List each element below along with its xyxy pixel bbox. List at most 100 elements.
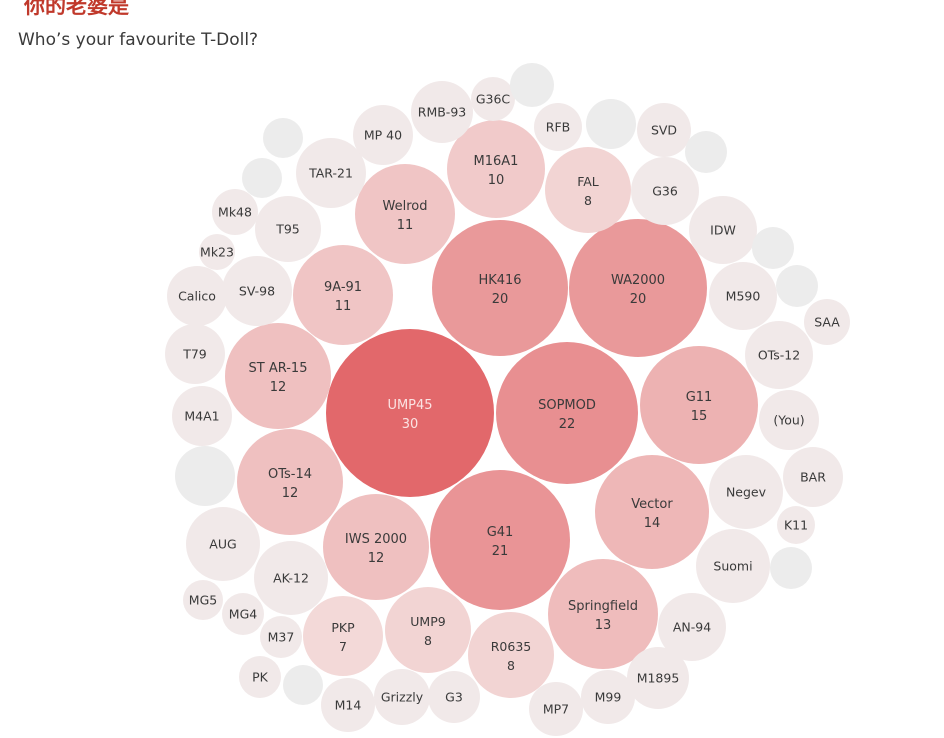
bubble-m99[interactable]: M99 bbox=[581, 670, 635, 724]
bubble-label: M99 bbox=[595, 690, 622, 705]
bubble-iws-2000[interactable]: IWS 2000 12 bbox=[323, 494, 429, 600]
bubble-calico[interactable]: Calico bbox=[167, 266, 227, 326]
bubble-mp-40[interactable]: MP 40 bbox=[353, 105, 413, 165]
bubble-sopmod[interactable]: SOPMOD 22 bbox=[496, 342, 638, 484]
bubble-circle bbox=[212, 189, 258, 235]
bubble-label: OTs-14 bbox=[268, 467, 312, 482]
bubble-bar[interactable]: BAR bbox=[783, 447, 843, 507]
bubble-empty-58[interactable] bbox=[242, 158, 282, 198]
bubble-empty-55[interactable] bbox=[586, 99, 636, 149]
bubble-circle bbox=[411, 81, 473, 143]
bubble-value: 11 bbox=[397, 218, 414, 233]
bubble-sv-98[interactable]: SV-98 bbox=[222, 256, 292, 326]
bubble-circle bbox=[595, 455, 709, 569]
bubble-label: AK-12 bbox=[273, 571, 309, 586]
bubble-g36[interactable]: G36 bbox=[631, 157, 699, 225]
bubble-r0635[interactable]: R0635 8 bbox=[468, 612, 554, 698]
bubble-ots-14[interactable]: OTs-14 12 bbox=[237, 429, 343, 535]
bubble-label: (You) bbox=[773, 413, 804, 428]
bubble-you[interactable]: (You) bbox=[759, 390, 819, 450]
bubble-empty-57[interactable] bbox=[263, 118, 303, 158]
bubble-welrod[interactable]: Welrod 11 bbox=[355, 164, 455, 264]
bubble-st-ar-15[interactable]: ST AR-15 12 bbox=[225, 323, 331, 429]
bubble-value: 7 bbox=[339, 639, 347, 654]
bubble-circle bbox=[237, 429, 343, 535]
bubble-aug[interactable]: AUG bbox=[186, 507, 260, 581]
bubble-svd[interactable]: SVD bbox=[637, 103, 691, 157]
bubble-label: Welrod bbox=[383, 199, 428, 214]
bubble-circle bbox=[428, 671, 480, 723]
bubble-g3[interactable]: G3 bbox=[428, 671, 480, 723]
bubble-t95[interactable]: T95 bbox=[255, 196, 321, 262]
bubble-rmb-93[interactable]: RMB-93 bbox=[411, 81, 473, 143]
bubble-9a-91[interactable]: 9A-91 11 bbox=[293, 245, 393, 345]
bubble-empty-56[interactable] bbox=[685, 131, 727, 173]
bubble-springfield[interactable]: Springfield 13 bbox=[548, 559, 658, 669]
bubble-circle bbox=[545, 147, 631, 233]
bubble-mg5[interactable]: MG5 bbox=[183, 580, 223, 620]
bubble-circle bbox=[183, 580, 223, 620]
bubble-label: RMB-93 bbox=[418, 105, 466, 120]
bubble-vector[interactable]: Vector 14 bbox=[595, 455, 709, 569]
bubble-m4a1[interactable]: M4A1 bbox=[172, 386, 232, 446]
bubble-grizzly[interactable]: Grizzly bbox=[374, 669, 430, 725]
bubble-saa[interactable]: SAA bbox=[804, 299, 850, 345]
bubble-fal[interactable]: FAL 8 bbox=[545, 147, 631, 233]
bubble-label: T79 bbox=[182, 347, 207, 362]
bubble-empty-61[interactable] bbox=[175, 446, 235, 506]
bubble-value: 15 bbox=[691, 409, 708, 424]
bubble-t79[interactable]: T79 bbox=[165, 324, 225, 384]
bubble-rfb[interactable]: RFB bbox=[534, 103, 582, 151]
bubble-ump45[interactable]: UMP45 30 bbox=[326, 329, 494, 497]
bubble-tar-21[interactable]: TAR-21 bbox=[296, 138, 366, 208]
bubble-label: SOPMOD bbox=[538, 398, 596, 413]
bubble-mk48[interactable]: Mk48 bbox=[212, 189, 258, 235]
bubble-empty-63[interactable] bbox=[283, 665, 323, 705]
bubble-circle bbox=[804, 299, 850, 345]
bubble-wa2000[interactable]: WA2000 20 bbox=[569, 219, 707, 357]
bubble-label: MP 40 bbox=[364, 128, 402, 143]
bubble-mk23[interactable]: Mk23 bbox=[199, 234, 235, 270]
bubble-label: Vector bbox=[631, 497, 673, 512]
bubble-circle bbox=[776, 265, 818, 307]
bubble-empty-62[interactable] bbox=[770, 547, 812, 589]
bubble-ots-12[interactable]: OTs-12 bbox=[745, 321, 813, 389]
bubble-empty-60[interactable] bbox=[776, 265, 818, 307]
bubble-ump9[interactable]: UMP9 8 bbox=[385, 587, 471, 673]
bubble-value: 8 bbox=[507, 658, 515, 673]
bubble-circle bbox=[432, 220, 568, 356]
bubble-label: G36 bbox=[652, 184, 678, 199]
bubble-circle bbox=[222, 256, 292, 326]
bubble-mg4[interactable]: MG4 bbox=[222, 593, 264, 635]
bubble-empty-59[interactable] bbox=[752, 227, 794, 269]
bubble-an-94[interactable]: AN-94 bbox=[658, 593, 726, 661]
bubble-label: SVD bbox=[651, 123, 677, 138]
bubble-m14[interactable]: M14 bbox=[321, 678, 375, 732]
bubble-m1895[interactable]: M1895 bbox=[627, 647, 689, 709]
bubble-label: T95 bbox=[275, 222, 300, 237]
bubble-ak-12[interactable]: AK-12 bbox=[254, 541, 328, 615]
bubble-circle bbox=[385, 587, 471, 673]
bubble-circle bbox=[658, 593, 726, 661]
bubble-label: FAL bbox=[577, 174, 599, 189]
bubble-g36c[interactable]: G36C bbox=[471, 77, 515, 121]
bubble-empty-54[interactable] bbox=[510, 63, 554, 107]
bubble-hk416[interactable]: HK416 20 bbox=[432, 220, 568, 356]
bubble-suomi[interactable]: Suomi bbox=[696, 529, 770, 603]
bubble-k11[interactable]: K11 bbox=[777, 506, 815, 544]
bubble-pk[interactable]: PK bbox=[239, 656, 281, 698]
bubble-pkp[interactable]: PKP 7 bbox=[303, 596, 383, 676]
bubble-label: Mk23 bbox=[200, 245, 234, 260]
bubble-mp7[interactable]: MP7 bbox=[529, 682, 583, 736]
bubble-m590[interactable]: M590 bbox=[709, 262, 777, 330]
bubble-idw[interactable]: IDW bbox=[689, 196, 757, 264]
bubble-m37[interactable]: M37 bbox=[260, 616, 302, 658]
bubble-m16a1[interactable]: M16A1 10 bbox=[447, 120, 545, 218]
bubble-negev[interactable]: Negev bbox=[709, 455, 783, 529]
bubble-label: Suomi bbox=[713, 559, 752, 574]
bubble-value: 21 bbox=[492, 544, 509, 559]
bubble-label: WA2000 bbox=[611, 273, 665, 288]
page-title: 你的老婆是 bbox=[24, 0, 129, 18]
